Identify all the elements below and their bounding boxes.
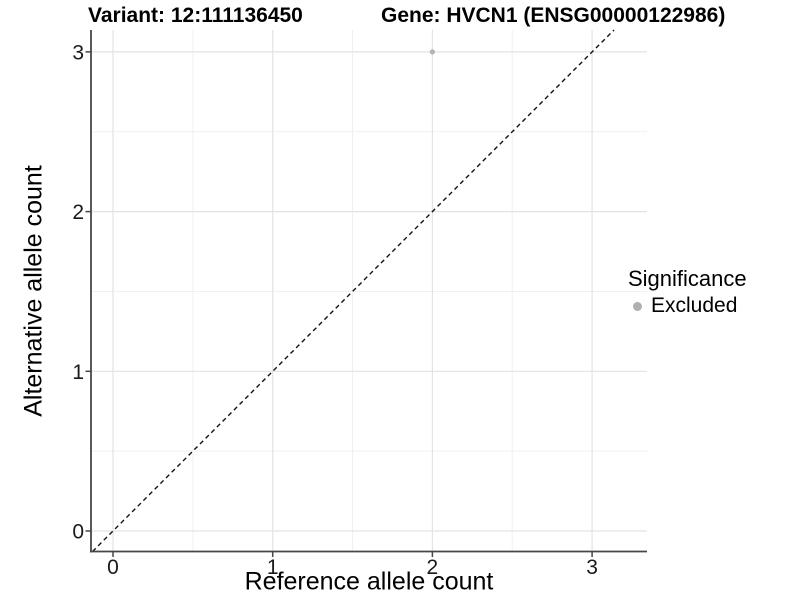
legend-entry-label: Excluded <box>651 294 738 317</box>
legend-entry-excluded: Excluded <box>628 294 747 318</box>
x-tick-label: 2 <box>427 556 439 579</box>
x-tick-label: 0 <box>107 556 119 579</box>
y-axis-title: Alternative allele count <box>19 165 48 417</box>
y-tick-label: 1 <box>72 361 84 384</box>
y-tick-label: 2 <box>72 201 84 224</box>
legend: Significance Excluded <box>628 266 747 318</box>
y-tick-label: 0 <box>72 521 84 544</box>
legend-title: Significance <box>628 266 747 291</box>
x-tick-label: 1 <box>267 556 279 579</box>
data-point <box>429 49 435 55</box>
y-tick-label: 3 <box>72 41 84 64</box>
identity-reference-line <box>92 29 615 552</box>
gene-title: Gene: HVCN1 (ENSG00000122986) <box>381 4 726 27</box>
variant-title: Variant: 12:111136450 <box>88 4 303 27</box>
x-axis-title: Reference allele count <box>244 567 494 596</box>
excluded-marker-icon <box>633 301 642 311</box>
x-tick-label: 3 <box>586 556 598 579</box>
